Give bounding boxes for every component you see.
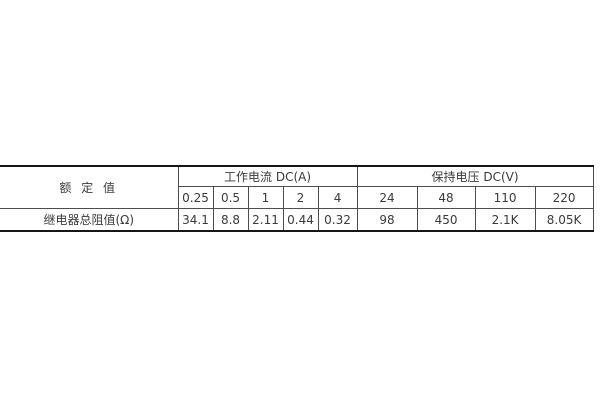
table-row: 继电器总阻值(Ω) 34.1 8.8 2.11 0.44 0.32 98 450…: [0, 208, 594, 232]
current-column-header: 2: [282, 186, 319, 209]
resistance-value: 98: [356, 208, 418, 232]
current-column-header: 0.5: [212, 186, 249, 209]
holding-voltage-group-header: 保持电压 DC(V): [356, 165, 594, 187]
resistance-row-label: 继电器总阻值(Ω): [0, 208, 179, 232]
voltage-column-header: 220: [534, 186, 594, 209]
table-row: 额 定 值 工作电流 DC(A) 保持电压 DC(V): [0, 165, 594, 209]
current-column-header: 0.25: [177, 186, 214, 209]
resistance-value: 0.44: [282, 208, 319, 232]
voltage-column-header: 110: [474, 186, 536, 209]
resistance-value: 450: [416, 208, 476, 232]
spec-table-container: 额 定 值 工作电流 DC(A) 保持电压 DC(V) 0.25 0.5 1 2…: [0, 165, 594, 232]
resistance-value: 34.1: [177, 208, 214, 232]
resistance-value: 8.05K: [534, 208, 594, 232]
voltage-column-header: 48: [416, 186, 476, 209]
current-column-header: 1: [247, 186, 284, 209]
relay-spec-table: 额 定 值 工作电流 DC(A) 保持电压 DC(V) 0.25 0.5 1 2…: [0, 165, 594, 232]
resistance-value: 8.8: [212, 208, 249, 232]
current-column-header: 4: [317, 186, 358, 209]
resistance-value: 0.32: [317, 208, 358, 232]
working-current-group-header: 工作电流 DC(A): [177, 165, 358, 187]
resistance-value: 2.1K: [474, 208, 536, 232]
voltage-column-header: 24: [356, 186, 418, 209]
rated-value-header: 额 定 值: [0, 165, 179, 209]
resistance-value: 2.11: [247, 208, 284, 232]
table-row: 0.25 0.5 1 2 4 24 48 110 220: [0, 186, 594, 209]
